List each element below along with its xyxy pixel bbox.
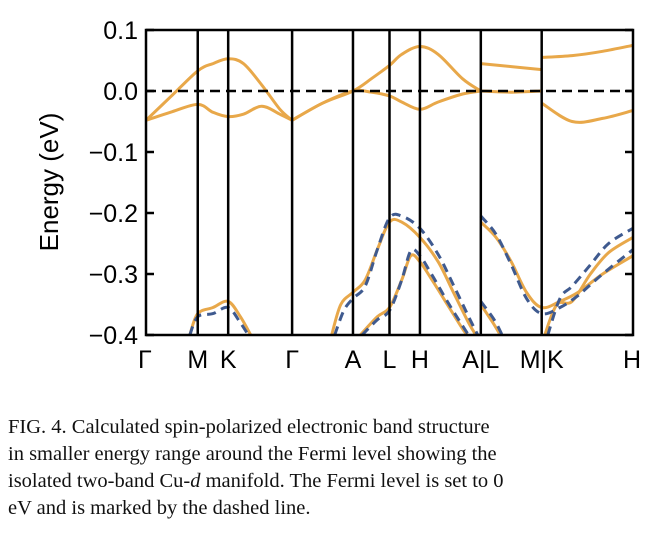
y-axis-title: Energy (eV)	[34, 113, 64, 252]
spin-up-band-3	[291, 88, 482, 122]
y-tick-label-1: 0.0	[103, 78, 138, 106]
spin-up-band-4	[480, 62, 542, 72]
caption-line-3-start: isolated two-band Cu-	[8, 470, 191, 492]
kpoint-label-5: L	[383, 346, 397, 374]
plot-frame	[144, 28, 635, 337]
spin-up-band-1	[146, 102, 293, 122]
spin-up-band-6	[541, 43, 633, 59]
y-tick-label-2: −0.1	[89, 139, 138, 167]
spin-down-band-19	[546, 227, 633, 335]
kpoint-label-4: A	[345, 346, 362, 374]
caption-line-3-end: manifold. The Fermi level is set to 0	[200, 470, 504, 492]
kpoint-label-0: Γ	[138, 346, 152, 374]
band-structure-svg: 0.10.0−0.1−0.2−0.3−0.4Γ M K Γ A L H A|L M|K H Ene…	[34, 17, 641, 374]
y-tick-label-5: −0.4	[89, 322, 138, 350]
caption-italic-d: d	[190, 470, 201, 492]
spin-down-band-17	[479, 300, 504, 335]
y-tick-label-0: 0.1	[103, 17, 138, 45]
caption-line-1: FIG. 4. Calculated spin-polarized electr…	[8, 416, 490, 438]
caption-line-2: in smaller energy range around the Fermi…	[8, 443, 497, 465]
spin-up-band-7	[540, 101, 633, 124]
spin-up-band-14	[479, 221, 633, 310]
kpoint-label-8: M|K	[520, 346, 564, 374]
kpoint-label-7: A|L	[462, 346, 499, 374]
y-tick-label-4: −0.3	[89, 261, 138, 289]
kpoint-label-9: H	[623, 346, 641, 374]
kpoint-label-6: H	[411, 346, 429, 374]
figure-caption: FIG. 4. Calculated spin-polarized electr…	[8, 414, 658, 522]
spin-down-band-13	[361, 247, 470, 335]
caption-line-3: isolated two-band Cu-d manifold. The Fer…	[8, 468, 658, 495]
spin-up-band-0	[146, 57, 294, 122]
spin-up-band-12	[359, 253, 469, 335]
spin-down-band-11	[333, 212, 480, 335]
band-structure-chart: 0.1 0.0 −0.1 −0.2 −0.3 −0.4 Γ M K Γ A L H A|L M|K H Ene…	[34, 17, 641, 374]
kpoint-label-3: Γ	[285, 346, 299, 374]
spin-up-band-2	[291, 45, 482, 122]
axes-layer: 0.10.0−0.1−0.2−0.3−0.4Γ M K Γ A L H A|L M|K H	[89, 17, 641, 374]
spin-down-band-15	[479, 215, 633, 316]
spin-up-band-16	[479, 303, 502, 335]
y-tick-label-3: −0.2	[89, 200, 138, 228]
spin-up-band-18	[543, 236, 633, 335]
kpoint-label-1: M	[187, 346, 208, 374]
caption-line-4: eV and is marked by the dashed line.	[8, 497, 311, 519]
kpoint-label-2: K	[220, 346, 237, 374]
